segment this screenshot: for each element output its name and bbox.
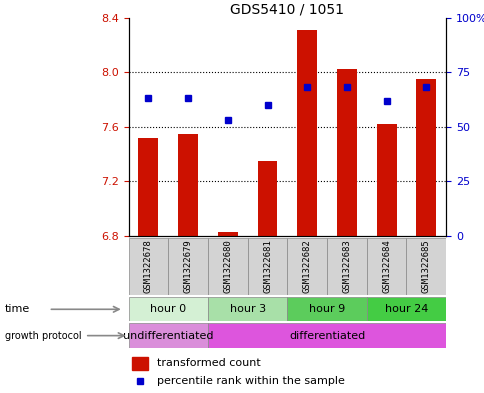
Text: GSM1322682: GSM1322682 — [302, 239, 311, 293]
Bar — [406, 238, 445, 295]
Text: GSM1322680: GSM1322680 — [223, 239, 232, 293]
Bar — [287, 297, 366, 321]
Bar — [257, 161, 277, 236]
Bar — [128, 297, 208, 321]
Bar — [128, 323, 208, 348]
Bar — [128, 238, 168, 295]
Text: GSM1322685: GSM1322685 — [421, 239, 430, 293]
Text: GSM1322684: GSM1322684 — [381, 239, 390, 293]
Bar — [336, 70, 356, 236]
Bar — [287, 238, 326, 295]
Text: transformed count: transformed count — [157, 358, 260, 368]
Bar — [297, 30, 317, 236]
Bar — [416, 79, 436, 236]
Text: differentiated: differentiated — [288, 331, 364, 341]
Text: GSM1322678: GSM1322678 — [144, 239, 152, 293]
Bar — [138, 138, 158, 236]
Text: percentile rank within the sample: percentile rank within the sample — [157, 376, 344, 386]
Bar — [366, 238, 406, 295]
Title: GDS5410 / 1051: GDS5410 / 1051 — [230, 2, 344, 17]
Bar — [208, 297, 287, 321]
Bar — [208, 323, 445, 348]
Text: undifferentiated: undifferentiated — [123, 331, 213, 341]
Text: GSM1322681: GSM1322681 — [262, 239, 272, 293]
Text: hour 9: hour 9 — [308, 304, 345, 314]
Bar — [132, 357, 147, 369]
Bar — [217, 232, 237, 236]
Text: GSM1322683: GSM1322683 — [342, 239, 351, 293]
Bar — [178, 134, 197, 236]
Bar — [168, 238, 208, 295]
Bar — [208, 238, 247, 295]
Bar — [326, 238, 366, 295]
Text: GSM1322679: GSM1322679 — [183, 239, 192, 293]
Bar — [247, 238, 287, 295]
Text: hour 3: hour 3 — [229, 304, 265, 314]
Text: growth protocol: growth protocol — [5, 331, 81, 341]
Bar — [376, 124, 396, 236]
Text: hour 24: hour 24 — [384, 304, 427, 314]
Text: hour 0: hour 0 — [150, 304, 186, 314]
Text: time: time — [5, 304, 30, 314]
Bar — [366, 297, 445, 321]
